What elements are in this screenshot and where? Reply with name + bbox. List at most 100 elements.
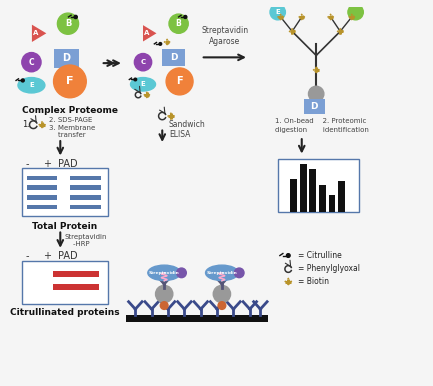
Polygon shape [348,16,351,18]
Polygon shape [279,18,282,20]
Polygon shape [337,30,339,32]
Circle shape [234,268,244,278]
Polygon shape [143,94,145,96]
Polygon shape [277,16,279,18]
Polygon shape [294,30,296,32]
Text: -: - [26,252,29,261]
Polygon shape [291,33,293,35]
Text: 1. On-bead    2. Proteomic: 1. On-bead 2. Proteomic [275,118,366,124]
Text: Citrullinated proteins: Citrullinated proteins [10,308,120,317]
Polygon shape [298,16,301,18]
Text: D: D [310,102,318,111]
Polygon shape [143,25,156,41]
Bar [22,261,108,304]
Ellipse shape [18,78,45,93]
Polygon shape [327,16,330,18]
Ellipse shape [148,265,181,281]
Polygon shape [313,69,315,71]
Polygon shape [170,118,172,120]
Circle shape [160,302,168,310]
Text: Streptavidin
Agarose: Streptavidin Agarose [201,26,249,46]
Text: D: D [170,53,178,62]
Polygon shape [301,14,303,16]
Polygon shape [146,91,148,94]
Text: B: B [176,19,181,28]
Text: +: + [43,252,51,261]
Bar [52,284,99,290]
Polygon shape [342,30,344,32]
Text: PAD: PAD [58,252,78,261]
Circle shape [134,78,137,81]
Text: F: F [66,76,74,86]
Polygon shape [288,30,291,32]
Text: B: B [65,19,71,28]
Circle shape [22,52,41,72]
Text: = Biotin: = Biotin [298,277,329,286]
Circle shape [155,285,173,303]
Bar [290,179,297,212]
Polygon shape [44,124,46,126]
Bar [54,49,78,68]
Polygon shape [351,14,353,16]
Polygon shape [351,18,353,20]
Polygon shape [282,16,284,18]
Bar [126,315,268,322]
Polygon shape [146,96,148,98]
Circle shape [159,42,162,45]
Circle shape [166,68,193,95]
Bar [310,169,316,212]
Text: digestion       identification: digestion identification [275,127,368,133]
Bar [162,49,185,66]
Bar [300,164,307,212]
Polygon shape [167,115,169,117]
Polygon shape [291,28,293,30]
Polygon shape [38,124,40,126]
Bar [278,159,359,212]
Text: = Citrulline: = Citrulline [298,251,342,260]
Circle shape [54,65,86,98]
Circle shape [74,15,77,19]
Polygon shape [303,16,305,18]
Text: A: A [33,30,38,36]
Circle shape [308,86,324,102]
Bar [26,176,58,181]
Polygon shape [317,69,320,71]
Text: 2. SDS-PAGE
3. Membrane
    transfer: 2. SDS-PAGE 3. Membrane transfer [49,117,95,138]
Polygon shape [287,278,289,280]
Circle shape [218,302,226,310]
Text: Total Protein: Total Protein [32,222,98,231]
Text: E: E [29,82,34,88]
Circle shape [134,54,152,71]
Bar [338,181,345,212]
Bar [329,195,336,212]
Text: Streptavidin: Streptavidin [149,271,180,275]
Text: D: D [62,53,70,63]
Circle shape [58,13,78,34]
Polygon shape [315,71,317,73]
Text: = Phenylglyoxal: = Phenylglyoxal [298,264,360,274]
Circle shape [177,268,186,278]
Text: +: + [43,159,51,169]
Polygon shape [279,14,282,16]
Ellipse shape [206,265,238,281]
Polygon shape [166,43,168,46]
Polygon shape [41,126,43,129]
Text: E: E [275,9,280,15]
Bar [22,168,108,216]
Polygon shape [330,14,332,16]
Circle shape [348,5,363,20]
Polygon shape [148,94,150,96]
Circle shape [21,79,24,82]
Circle shape [270,5,285,20]
Text: C: C [140,59,145,65]
Bar [26,195,58,200]
Bar [304,99,325,114]
Text: C: C [29,58,34,67]
Bar [26,205,58,209]
Polygon shape [339,33,341,35]
Text: Complex Proteome: Complex Proteome [22,107,118,115]
Text: Streptavidin
    -HRP: Streptavidin -HRP [64,234,107,247]
Polygon shape [290,280,292,283]
Text: E: E [141,81,145,87]
Polygon shape [164,41,166,43]
